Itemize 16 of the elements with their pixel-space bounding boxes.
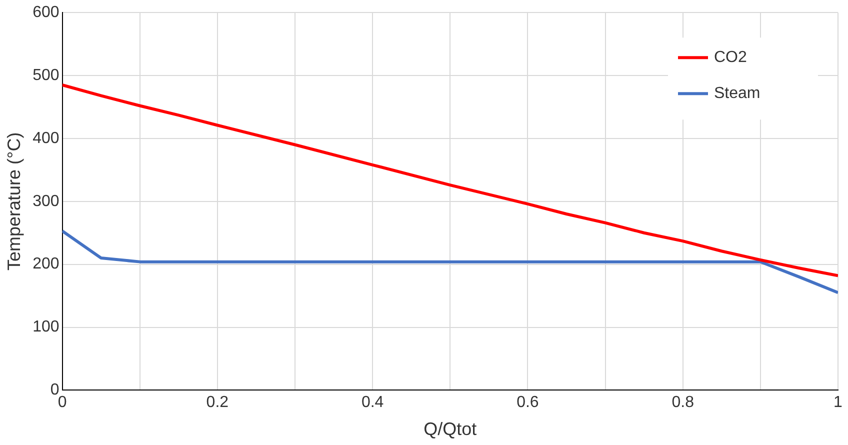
y-tick-label: 100 bbox=[32, 318, 60, 336]
y-tick-label: 600 bbox=[32, 4, 60, 22]
legend-label: CO2 bbox=[714, 49, 747, 66]
y-tick-label: 200 bbox=[32, 256, 60, 273]
legend-label: Steam bbox=[714, 85, 760, 102]
y-axis-title: Temperature (°C) bbox=[4, 132, 24, 271]
x-tick-label: 0.8 bbox=[672, 394, 694, 412]
y-tick-label: 400 bbox=[32, 130, 60, 147]
y-tick-label: 300 bbox=[32, 192, 60, 210]
x-tick-label: 1 bbox=[834, 394, 843, 412]
y-tick-label: 500 bbox=[32, 66, 60, 84]
x-tick-label: 0.4 bbox=[361, 394, 384, 412]
x-axis-title: Q/Qtot bbox=[424, 419, 477, 440]
y-tick-label: 0 bbox=[50, 382, 60, 399]
x-tick-label: 0.6 bbox=[516, 394, 539, 412]
x-tick-label: 0.2 bbox=[206, 394, 229, 412]
